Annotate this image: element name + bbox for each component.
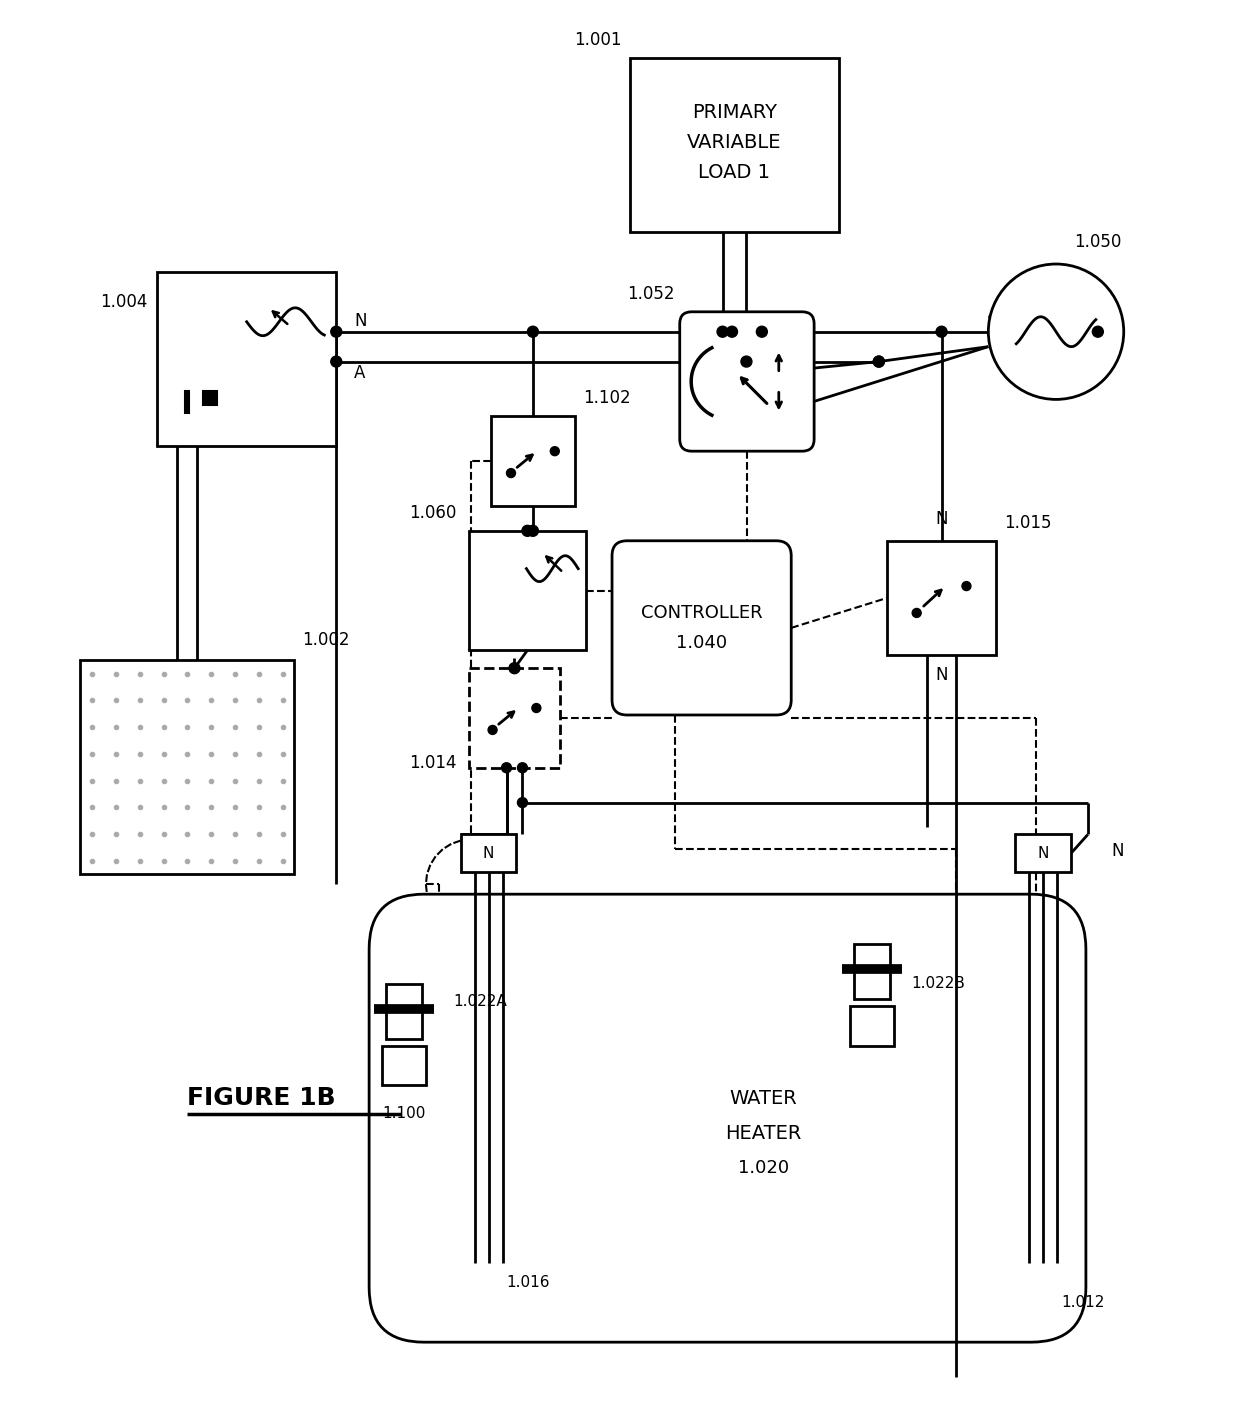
Bar <box>469 530 587 650</box>
Text: N: N <box>355 312 367 329</box>
Circle shape <box>936 327 947 337</box>
Text: 1.002: 1.002 <box>303 632 350 649</box>
Circle shape <box>508 663 520 673</box>
Text: LOAD 1: LOAD 1 <box>698 163 770 183</box>
Text: N: N <box>1038 846 1049 861</box>
Circle shape <box>501 763 511 773</box>
Circle shape <box>742 356 751 366</box>
Circle shape <box>532 703 541 713</box>
Circle shape <box>506 469 516 478</box>
FancyBboxPatch shape <box>680 312 815 451</box>
Text: 1.102: 1.102 <box>583 389 631 408</box>
Circle shape <box>551 446 559 456</box>
Circle shape <box>717 327 728 337</box>
Bar <box>1016 834 1071 873</box>
Text: A: A <box>355 364 366 382</box>
Circle shape <box>489 726 497 734</box>
Bar <box>461 834 517 873</box>
Bar <box>203 392 217 405</box>
Text: CONTROLLER: CONTROLLER <box>641 605 763 622</box>
Bar <box>469 669 560 767</box>
Text: HEATER: HEATER <box>725 1124 801 1142</box>
Text: N: N <box>482 846 495 861</box>
Text: 1.020: 1.020 <box>738 1159 789 1176</box>
Text: 1.060: 1.060 <box>409 503 456 522</box>
Bar <box>81 660 294 874</box>
Text: 1.100: 1.100 <box>382 1105 425 1121</box>
Circle shape <box>331 327 342 337</box>
Text: 1.022A: 1.022A <box>454 994 507 1010</box>
Circle shape <box>727 327 738 337</box>
Bar <box>185 392 188 414</box>
Text: 1.022B: 1.022B <box>911 977 966 991</box>
Text: 1.004: 1.004 <box>99 292 148 311</box>
Circle shape <box>1092 327 1104 337</box>
Bar <box>382 1045 425 1085</box>
Text: FIGURE 1B: FIGURE 1B <box>187 1087 336 1111</box>
Text: 1.015: 1.015 <box>1004 513 1052 532</box>
Text: 1.012: 1.012 <box>1061 1295 1105 1310</box>
Text: VARIABLE: VARIABLE <box>687 133 781 153</box>
Circle shape <box>873 356 884 366</box>
Text: PRIMARY: PRIMARY <box>692 103 777 123</box>
FancyBboxPatch shape <box>370 894 1086 1342</box>
Text: N: N <box>935 666 947 684</box>
Bar <box>887 540 996 656</box>
Circle shape <box>517 763 527 773</box>
Circle shape <box>873 356 884 366</box>
Text: 1.001: 1.001 <box>574 31 622 48</box>
Circle shape <box>988 264 1123 399</box>
Circle shape <box>913 609 921 617</box>
Bar <box>849 1005 894 1045</box>
Text: 1.016: 1.016 <box>506 1275 551 1291</box>
Circle shape <box>962 582 971 590</box>
Text: 1.040: 1.040 <box>676 633 727 652</box>
Circle shape <box>527 327 538 337</box>
Text: 1.052: 1.052 <box>627 285 675 302</box>
Text: N: N <box>935 511 947 528</box>
Text: WATER: WATER <box>729 1089 797 1108</box>
Bar <box>386 984 422 1038</box>
Text: 1.050: 1.050 <box>1074 232 1121 251</box>
Bar <box>854 944 890 998</box>
FancyBboxPatch shape <box>613 540 791 714</box>
Circle shape <box>527 525 538 536</box>
Circle shape <box>331 356 342 366</box>
Bar <box>491 416 575 506</box>
Circle shape <box>522 525 533 536</box>
Text: N: N <box>1111 843 1123 860</box>
Bar <box>630 58 839 232</box>
Circle shape <box>517 797 527 807</box>
Text: 1.014: 1.014 <box>409 754 456 771</box>
Bar <box>157 272 336 446</box>
Circle shape <box>756 327 768 337</box>
